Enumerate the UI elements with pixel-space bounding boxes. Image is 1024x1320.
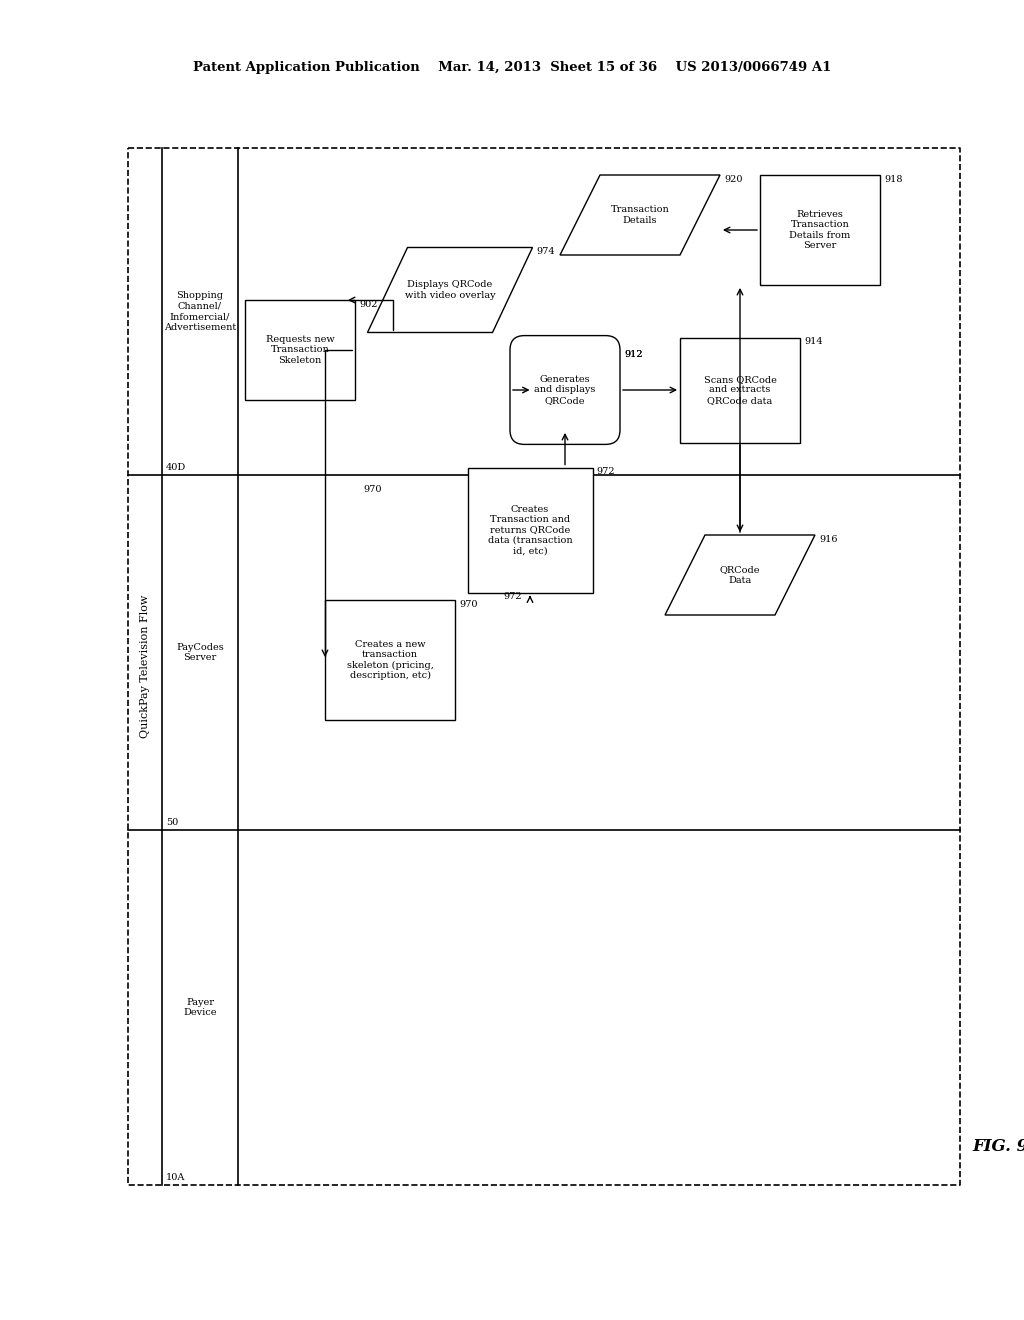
Text: Displays QRCode
with video overlay: Displays QRCode with video overlay	[404, 280, 496, 300]
Text: 916: 916	[819, 535, 838, 544]
Text: FIG. 9A: FIG. 9A	[972, 1138, 1024, 1155]
Text: 918: 918	[884, 176, 902, 183]
FancyBboxPatch shape	[510, 335, 620, 445]
Text: 920: 920	[724, 176, 742, 183]
Text: Patent Application Publication    Mar. 14, 2013  Sheet 15 of 36    US 2013/00667: Patent Application Publication Mar. 14, …	[193, 62, 831, 74]
Text: Generates
and displays
QRCode: Generates and displays QRCode	[535, 375, 596, 405]
Polygon shape	[368, 248, 532, 333]
Text: Transaction
Details: Transaction Details	[610, 206, 670, 224]
Text: Creates a new
transaction
skeleton (pricing,
description, etc): Creates a new transaction skeleton (pric…	[346, 640, 433, 680]
Text: 970: 970	[362, 484, 382, 494]
Text: Requests new
Transaction
Skeleton: Requests new Transaction Skeleton	[265, 335, 335, 364]
Text: 40D: 40D	[166, 463, 186, 473]
Text: Retrieves
Transaction
Details from
Server: Retrieves Transaction Details from Serve…	[790, 210, 851, 249]
Text: 974: 974	[537, 248, 555, 256]
Bar	[325, 601, 455, 719]
Text: Payer
Device: Payer Device	[183, 998, 217, 1018]
Text: 902: 902	[359, 300, 378, 309]
Bar	[680, 338, 800, 442]
Text: 50: 50	[166, 818, 178, 828]
Text: 970: 970	[459, 601, 477, 609]
Text: QRCode
Data: QRCode Data	[720, 565, 760, 585]
Text: PayCodes
Server: PayCodes Server	[176, 643, 224, 663]
Text: 10A: 10A	[166, 1173, 185, 1181]
Text: Creates
Transaction and
returns QRCode
data (transaction
id, etc): Creates Transaction and returns QRCode d…	[487, 504, 572, 556]
Bar	[760, 176, 880, 285]
Text: 972: 972	[504, 591, 522, 601]
Text: 912: 912	[624, 350, 643, 359]
Bar	[468, 467, 593, 593]
Text: 912: 912	[624, 350, 643, 359]
Text: Shopping
Channel/
Infomercial/
Advertisement: Shopping Channel/ Infomercial/ Advertise…	[164, 292, 237, 331]
Text: 914: 914	[804, 338, 822, 346]
Text: Scans QRCode
and extracts
QRCode data: Scans QRCode and extracts QRCode data	[703, 375, 776, 405]
Bar	[245, 300, 355, 400]
Polygon shape	[560, 176, 720, 255]
Polygon shape	[665, 535, 815, 615]
Text: QuickPay Television Flow: QuickPay Television Flow	[140, 595, 150, 738]
Text: 972: 972	[597, 467, 615, 477]
